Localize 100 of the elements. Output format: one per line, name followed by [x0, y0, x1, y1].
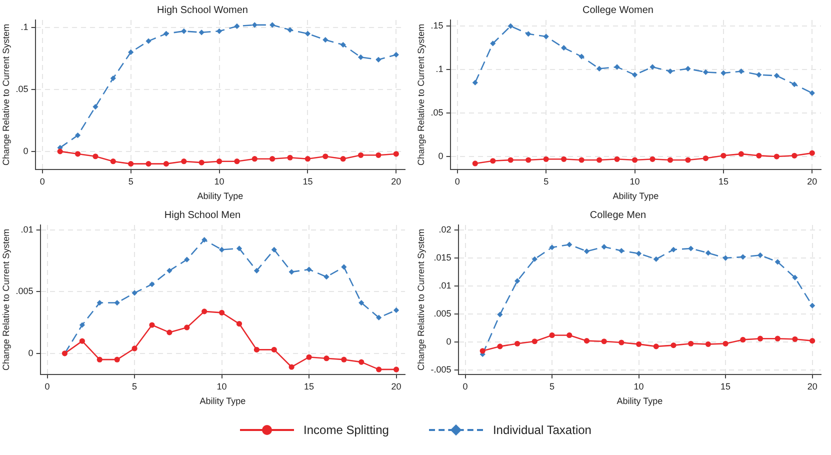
point — [146, 161, 152, 167]
point — [809, 150, 815, 156]
point — [216, 28, 222, 34]
point — [110, 158, 116, 164]
point — [324, 274, 330, 280]
point — [270, 22, 276, 28]
point — [376, 152, 382, 158]
point — [358, 359, 364, 365]
point — [497, 344, 503, 350]
point — [472, 160, 478, 166]
y-tick-label: -.005 — [430, 364, 452, 374]
point — [393, 307, 400, 313]
point — [653, 344, 659, 350]
y-axis-title: Change Relative to Current System — [0, 228, 11, 370]
point — [322, 154, 328, 160]
point — [757, 336, 764, 342]
point — [340, 42, 346, 48]
point — [181, 28, 187, 34]
y-tick-label: 0 — [23, 146, 28, 156]
point — [287, 154, 293, 160]
y-tick-label: .1 — [436, 64, 444, 74]
point — [526, 31, 532, 37]
x-axis-title: Ability Type — [200, 396, 246, 406]
x-tick-label: 10 — [630, 176, 640, 186]
x-tick-label: 0 — [40, 176, 45, 186]
point — [774, 154, 780, 160]
point — [236, 246, 242, 252]
chart-title: High School Men — [164, 210, 241, 221]
point — [738, 68, 744, 74]
point — [688, 340, 694, 346]
point — [514, 340, 520, 346]
point — [566, 242, 572, 248]
point — [304, 156, 311, 162]
point — [756, 152, 762, 158]
x-tick-label: 20 — [391, 176, 402, 186]
point — [670, 246, 676, 252]
point — [271, 246, 277, 252]
point — [252, 156, 258, 162]
point — [288, 364, 294, 370]
point — [561, 156, 567, 162]
point — [757, 252, 764, 258]
point — [774, 336, 780, 342]
point — [234, 158, 240, 164]
point — [198, 160, 204, 166]
point — [636, 250, 642, 256]
point — [74, 151, 81, 157]
point — [601, 338, 607, 344]
point — [632, 157, 638, 163]
point — [722, 340, 728, 346]
y-tick-label: .01 — [20, 224, 34, 234]
y-tick-label: .15 — [430, 20, 444, 31]
point — [341, 356, 347, 362]
point — [792, 274, 798, 280]
point — [184, 324, 190, 330]
point — [166, 268, 172, 274]
point — [96, 300, 102, 306]
point — [543, 156, 549, 162]
point — [543, 34, 549, 40]
point — [149, 281, 155, 288]
point — [497, 312, 503, 318]
point — [79, 338, 85, 344]
y-tick-label: 0 — [446, 336, 452, 346]
point — [184, 256, 190, 262]
y-tick-label: .005 — [16, 286, 34, 296]
point — [618, 248, 624, 254]
legend-label: Income Splitting — [304, 423, 389, 437]
point — [358, 54, 364, 60]
point — [532, 338, 538, 344]
point — [92, 104, 98, 110]
point — [596, 157, 602, 163]
point — [79, 322, 85, 328]
point — [114, 356, 120, 362]
x-tick-label: 20 — [391, 381, 402, 392]
x-tick-label: 10 — [214, 176, 224, 186]
y-axis-title: Change Relative to Current System — [416, 228, 426, 370]
y-tick-label: 0 — [438, 151, 444, 162]
point — [601, 244, 607, 250]
point — [132, 290, 138, 296]
point — [705, 250, 712, 256]
point — [114, 300, 120, 306]
point — [809, 90, 815, 96]
point — [670, 342, 676, 348]
x-tick-label: 15 — [718, 176, 728, 186]
point — [549, 244, 555, 250]
point — [254, 268, 260, 274]
point — [376, 366, 382, 372]
point — [271, 346, 277, 353]
point — [514, 278, 520, 284]
point — [472, 80, 478, 86]
y-tick-label: .01 — [438, 280, 452, 290]
point — [57, 148, 63, 154]
point — [252, 22, 258, 28]
point — [702, 69, 709, 75]
x-axis-title: Ability Type — [197, 191, 244, 202]
point — [740, 336, 746, 343]
point — [149, 322, 155, 328]
x-tick-label: 20 — [807, 176, 818, 186]
point — [128, 49, 134, 56]
x-axis-title: Ability Type — [612, 191, 659, 202]
point — [584, 248, 590, 254]
